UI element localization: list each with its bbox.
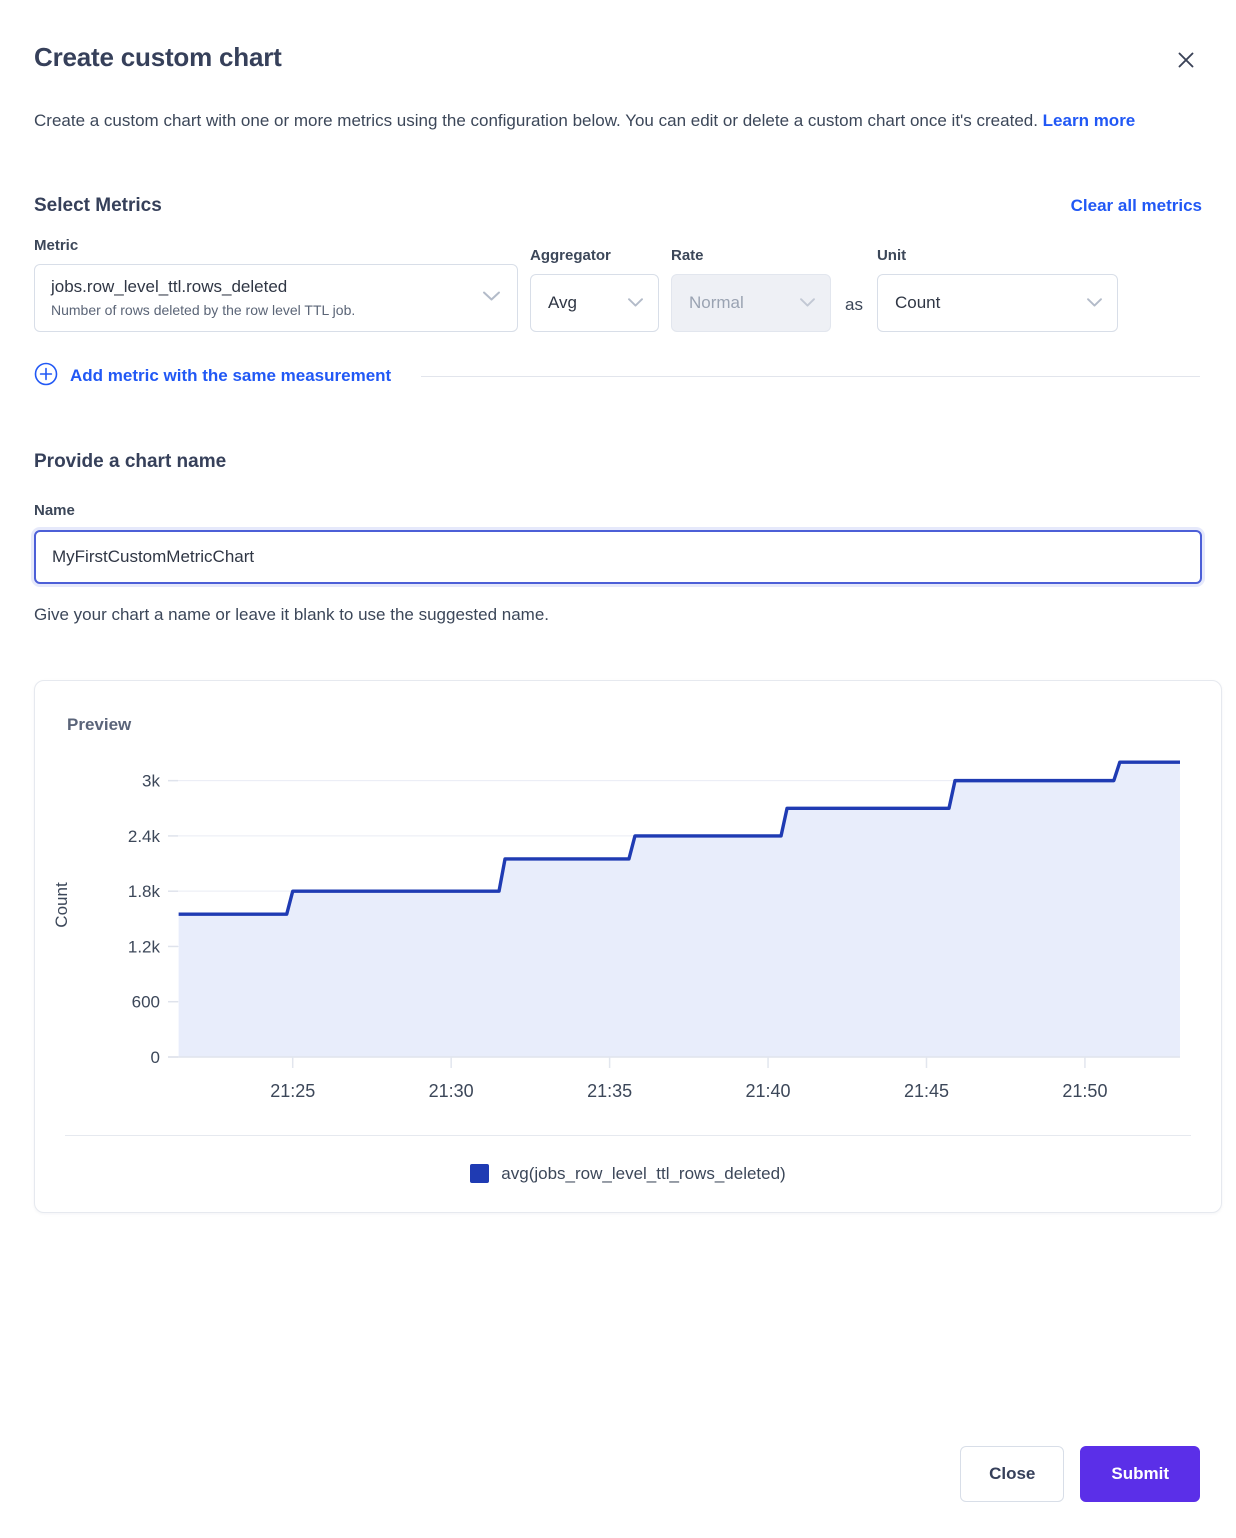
- svg-text:21:40: 21:40: [746, 1081, 791, 1101]
- dialog-footer: Close Submit: [960, 1446, 1200, 1502]
- rate-value: Normal: [689, 292, 744, 312]
- dialog-description: Create a custom chart with one or more m…: [34, 107, 1169, 135]
- aggregator-value: Avg: [548, 292, 577, 312]
- close-button[interactable]: Close: [960, 1446, 1065, 1502]
- select-metrics-heading: Select Metrics: [34, 194, 162, 216]
- unit-field-group: Unit Count: [876, 246, 1118, 332]
- as-label: as: [845, 294, 863, 314]
- unit-value: Count: [894, 292, 941, 312]
- metric-description: Number of rows deleted by the row level …: [51, 301, 356, 318]
- aggregator-label: Aggregator: [530, 246, 611, 264]
- svg-text:1.2k: 1.2k: [128, 937, 161, 956]
- submit-button[interactable]: Submit: [1080, 1446, 1200, 1502]
- chart-name-input[interactable]: [34, 529, 1202, 584]
- close-icon[interactable]: [1170, 44, 1202, 76]
- svg-text:21:25: 21:25: [270, 1081, 315, 1101]
- aggregator-select[interactable]: Avg: [530, 273, 659, 332]
- preview-title: Preview: [67, 714, 132, 734]
- svg-text:1.8k: 1.8k: [128, 882, 161, 901]
- dialog-header: Create custom chart Create a custom char…: [34, 0, 1202, 135]
- add-metric-label: Add metric with the same measurement: [70, 366, 392, 386]
- chevron-down-icon: [1086, 293, 1103, 313]
- dialog-description-text: Create a custom chart with one or more m…: [34, 111, 1043, 130]
- chart-area: 0 600 1.2k 1.8k 2.4k 3k Count 21:25 21:30 21:35 21…: [35, 735, 1221, 1135]
- add-metric-row: Add metric with the same measurement: [34, 362, 1202, 391]
- legend-color-swatch: [470, 1164, 490, 1184]
- close-glyph: [1178, 52, 1194, 68]
- learn-more-link[interactable]: Learn more: [1042, 111, 1136, 130]
- metric-configuration-row: Metric jobs.row_level_ttl.rows_deleted N…: [34, 237, 1202, 332]
- svg-text:21:50: 21:50: [1062, 1081, 1107, 1101]
- chart-name-hint: Give your chart a name or leave it blank…: [34, 604, 550, 624]
- metric-label: Metric: [34, 236, 79, 254]
- rate-field-group: Rate Normal: [671, 247, 831, 332]
- divider: [65, 1134, 1191, 1136]
- preview-chart: 0 600 1.2k 1.8k 2.4k 3k Count 21:25 21:30 21:35 21…: [52, 760, 1180, 1101]
- select-metrics-header: Select Metrics Clear all metrics: [34, 195, 1202, 217]
- unit-select[interactable]: Count: [876, 273, 1118, 332]
- divider: [421, 375, 1200, 377]
- aggregator-field-group: Aggregator Avg: [530, 247, 659, 332]
- clear-all-metrics-link[interactable]: Clear all metrics: [1070, 195, 1202, 215]
- unit-label: Unit: [876, 246, 907, 264]
- svg-text:600: 600: [132, 992, 160, 1011]
- plus-circle-icon: [34, 362, 58, 391]
- svg-text:21:30: 21:30: [429, 1081, 474, 1101]
- svg-text:21:45: 21:45: [904, 1081, 949, 1101]
- add-metric-button[interactable]: Add metric with the same measurement: [34, 362, 391, 391]
- chart-name-heading: Provide a chart name: [34, 450, 227, 472]
- chevron-down-icon: [627, 293, 644, 313]
- rate-label: Rate: [671, 246, 704, 264]
- svg-text:3k: 3k: [142, 771, 160, 790]
- metric-field-group: Metric jobs.row_level_ttl.rows_deleted N…: [34, 237, 518, 332]
- svg-text:2.4k: 2.4k: [128, 826, 161, 845]
- chart-name-label: Name: [34, 501, 75, 519]
- svg-text:Count: Count: [52, 882, 71, 928]
- legend-label: avg(jobs_row_level_ttl_rows_deleted): [501, 1163, 786, 1183]
- chart-legend: avg(jobs_row_level_ttl_rows_deleted): [35, 1136, 1221, 1212]
- metric-selected-value: jobs.row_level_ttl.rows_deleted: [51, 276, 288, 296]
- preview-card: Preview 0 600 1.2k 1.8k 2.4k 3k Count 21:25 21:3…: [34, 679, 1222, 1213]
- rate-select[interactable]: Normal: [671, 273, 831, 332]
- svg-text:0: 0: [151, 1048, 160, 1067]
- chevron-down-icon: [799, 293, 816, 313]
- chevron-down-icon: [482, 289, 501, 307]
- metric-select[interactable]: jobs.row_level_ttl.rows_deleted Number o…: [34, 263, 518, 332]
- page-title: Create custom chart: [34, 42, 282, 72]
- svg-text:21:35: 21:35: [587, 1081, 632, 1101]
